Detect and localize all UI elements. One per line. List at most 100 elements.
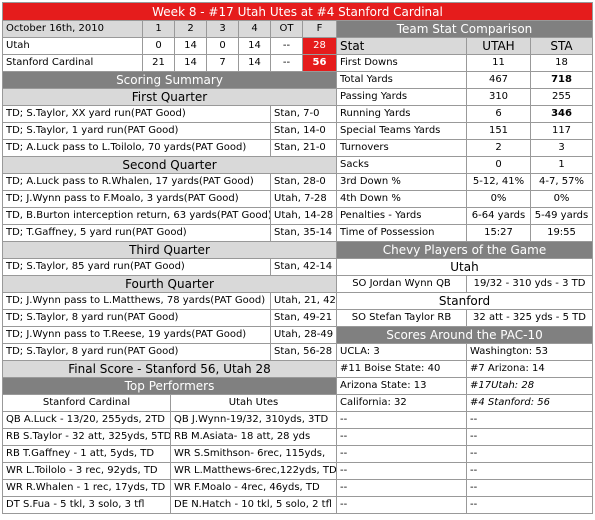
scoring-play: TD, B.Burton interception return, 63 yar… [3,208,337,225]
game-score: #17Utah: 28 [467,378,593,394]
section-title: Top Performers [3,378,337,394]
score-row: -- -- [337,480,593,497]
stat-name: Special Teams Yards [337,123,467,139]
quarter-header: Second Quarter [3,157,337,174]
play-text: TD; S.Taylor, 85 yard run(PAT Good) [3,259,271,275]
play-text: TD; S.Taylor, XX yard run(PAT Good) [3,106,271,122]
left-column: October 16th, 2010 1 2 3 4 OT F Utah 0 14 0 14 -- 28 S… [2,21,337,514]
play-score: Stan, 35-14 [271,225,337,241]
score-row: UCLA: 3 Washington: 53 [337,344,593,361]
period-score: 0 [143,38,175,54]
title-bar: Week 8 - #17 Utah Utes at #4 Stanford Ca… [2,2,593,21]
game-score: -- [337,446,467,462]
team-header: Utah Utes [171,395,337,411]
quarter-header: First Quarter [3,89,337,106]
scoring-play: TD; T.Gaffney, 5 yard run(PAT Good) Stan,… [3,225,337,242]
section-title: Scores Around the PAC-10 [337,327,593,343]
scoring-play: TD; J.Wynn pass to T.Reese, 19 yards(PAT… [3,327,337,344]
period-score: 14 [175,55,207,71]
stat-name: 3rd Down % [337,174,467,190]
stat-row: Total Yards 467 718 [337,72,593,89]
performer-row: WR R.Whalen - 1 rec, 17yds, TD WR F.Moalo… [3,480,337,497]
performer: QB J.Wynn-19/32, 310yds, 3TD [171,412,337,428]
team-name: Utah [337,259,593,275]
game-score: -- [467,480,593,496]
score-row: Arizona State: 13 #17Utah: 28 [337,378,593,395]
stat-value: 1 [531,157,593,173]
stat-name: Running Yards [337,106,467,122]
linescore-header: October 16th, 2010 1 2 3 4 OT F [3,21,337,38]
section-header: Team Stat Comparison [337,21,593,38]
stat-row: Sacks 0 1 [337,157,593,174]
period-score: 21 [143,55,175,71]
stat-value: 19:55 [531,225,593,241]
stat-value: 310 [467,89,531,105]
play-score: Stan, 49-21 [271,310,337,326]
game-score: UCLA: 3 [337,344,467,360]
scoring-play: TD; A.Luck pass to L.Toilolo, 70 yards(P… [3,140,337,157]
stat-row: Running Yards 6 346 [337,106,593,123]
performer-row: WR L.Toilolo - 3 rec, 92yds, TD WR L.Matt… [3,463,337,480]
stat-value: 3 [531,140,593,156]
play-text: TD; J.Wynn pass to F.Moalo, 3 yards(PAT … [3,191,271,207]
player-stats: 32 att - 325 yds - 5 TD [467,310,593,326]
game-score: -- [467,429,593,445]
game-score: #11 Boise State: 40 [337,361,467,377]
quarter-title: First Quarter [3,89,337,105]
game-score: -- [337,412,467,428]
performer-row: QB A.Luck - 13/20, 255yds, 2TD QB J.Wynn-… [3,412,337,429]
period-score: 14 [175,38,207,54]
game-score: #4 Stanford: 56 [467,395,593,411]
stat-value: 5-49 yards [531,208,593,224]
score-row: -- -- [337,429,593,446]
play-text: TD; S.Taylor, 1 yard run(PAT Good) [3,123,271,139]
period-score: 14 [239,38,271,54]
quarter-title: Second Quarter [3,157,337,173]
final-score: Final Score - Stanford 56, Utah 28 [3,361,337,378]
play-text: TD; A.Luck pass to L.Toilolo, 70 yards(P… [3,140,271,156]
stat-row: Penalties - Yards 6-64 yards 5-49 yards [337,208,593,225]
quarter-header: Fourth Quarter [3,276,337,293]
performer: WR F.Moalo - 4rec, 46yds, TD [171,480,337,496]
performer: DE N.Hatch - 10 tkl, 5 solo, 2 tfl [171,497,337,513]
stat-value: 6 [467,106,531,122]
period-header: 3 [207,21,239,37]
linescore-row: Stanford Cardinal 21 14 7 14 -- 56 [3,55,337,72]
stat-value: 0% [467,191,531,207]
performer: DT S.Fua - 5 tkl, 3 solo, 3 tfl [3,497,171,513]
game-score: Washington: 53 [467,344,593,360]
linescore-row: Utah 0 14 0 14 -- 28 [3,38,337,55]
performer-row: RB T.Gaffney - 1 att, 5yds, TD WR S.Smith… [3,446,337,463]
stat-name: Penalties - Yards [337,208,467,224]
performer-row: DT S.Fua - 5 tkl, 3 solo, 3 tfl DE N.Hatc… [3,497,337,514]
play-score: Stan, 14-0 [271,123,337,139]
final-score-text: Final Score - Stanford 56, Utah 28 [3,361,337,377]
quarter-header: Third Quarter [3,242,337,259]
play-text: TD; S.Taylor, 8 yard run(PAT Good) [3,310,271,326]
performer-row: RB S.Taylor - 32 att, 325yds, 5TD RB M.As… [3,429,337,446]
stat-name: Total Yards [337,72,467,88]
play-text: TD; J.Wynn pass to L.Matthews, 78 yards(… [3,293,271,309]
period-header: 2 [175,21,207,37]
performer: RB S.Taylor - 32 att, 325yds, 5TD [3,429,171,445]
stat-name: Passing Yards [337,89,467,105]
stat-name: Time of Possession [337,225,467,241]
score-row: -- -- [337,412,593,429]
quarter-title: Third Quarter [3,242,337,258]
game-score: California: 32 [337,395,467,411]
player-name: SO Stefan Taylor RB [337,310,467,326]
scoring-play: TD; A.Luck pass to R.Whalen, 17 yards(PA… [3,174,337,191]
play-score: Stan, 42-14 [271,259,337,275]
play-score: Utah, 14-28 [271,208,337,224]
stat-value: 117 [531,123,593,139]
stat-name: 4th Down % [337,191,467,207]
game-score: -- [467,497,593,513]
stat-name: Turnovers [337,140,467,156]
play-text: TD; T.Gaffney, 5 yard run(PAT Good) [3,225,271,241]
play-score: Stan, 28-0 [271,174,337,190]
period-header: 1 [143,21,175,37]
section-title: Team Stat Comparison [337,21,593,37]
scoring-play: TD; S.Taylor, XX yard run(PAT Good) Stan,… [3,106,337,123]
player-name: SO Jordan Wynn QB [337,276,467,292]
player-row: SO Stefan Taylor RB 32 att - 325 yds - 5 … [337,310,593,327]
